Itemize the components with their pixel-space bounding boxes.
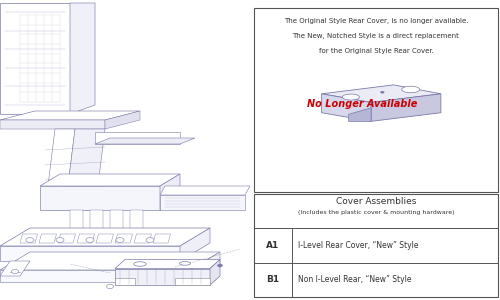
Polygon shape <box>371 94 441 121</box>
Polygon shape <box>115 234 132 243</box>
Polygon shape <box>110 210 122 231</box>
Polygon shape <box>153 234 170 243</box>
Polygon shape <box>0 261 30 276</box>
Polygon shape <box>70 210 82 231</box>
Text: (Includes the plastic cover & mounting hardware): (Includes the plastic cover & mounting h… <box>298 210 454 215</box>
Polygon shape <box>105 111 140 129</box>
Polygon shape <box>40 186 160 210</box>
Polygon shape <box>0 120 105 129</box>
Circle shape <box>26 238 34 242</box>
Polygon shape <box>134 234 152 243</box>
Circle shape <box>12 269 18 274</box>
Text: B1: B1 <box>266 275 280 284</box>
Polygon shape <box>130 210 142 231</box>
Polygon shape <box>0 270 190 282</box>
Text: I-Level Rear Cover, “New” Style: I-Level Rear Cover, “New” Style <box>298 241 418 250</box>
Circle shape <box>56 238 64 242</box>
Polygon shape <box>190 252 220 282</box>
Polygon shape <box>0 3 70 114</box>
Polygon shape <box>115 268 210 285</box>
Ellipse shape <box>402 86 419 93</box>
Polygon shape <box>0 246 180 261</box>
Polygon shape <box>175 278 210 285</box>
Polygon shape <box>90 210 102 231</box>
Polygon shape <box>95 138 195 144</box>
Polygon shape <box>70 3 95 114</box>
Ellipse shape <box>342 94 359 100</box>
Polygon shape <box>348 108 371 121</box>
Polygon shape <box>65 129 105 210</box>
Polygon shape <box>95 132 180 144</box>
Polygon shape <box>0 111 140 120</box>
Polygon shape <box>45 129 75 210</box>
Circle shape <box>86 238 94 242</box>
Text: Non I-Level Rear, “New” Style: Non I-Level Rear, “New” Style <box>298 275 411 284</box>
Text: Cover Assemblies: Cover Assemblies <box>336 197 416 206</box>
Polygon shape <box>20 234 38 243</box>
Text: The Original Style Rear Cover, is no longer available.: The Original Style Rear Cover, is no lon… <box>284 18 468 24</box>
Polygon shape <box>115 278 135 285</box>
Ellipse shape <box>180 262 190 265</box>
Polygon shape <box>160 195 245 210</box>
Circle shape <box>146 238 154 242</box>
Polygon shape <box>160 174 180 210</box>
Bar <box>254 194 498 297</box>
Text: The New, Notched Style is a direct replacement: The New, Notched Style is a direct repla… <box>292 33 460 39</box>
Circle shape <box>106 284 114 289</box>
Polygon shape <box>322 94 371 121</box>
Polygon shape <box>322 85 441 103</box>
Polygon shape <box>77 234 94 243</box>
Circle shape <box>218 264 222 267</box>
Polygon shape <box>40 174 180 186</box>
Text: A1: A1 <box>266 241 280 250</box>
Polygon shape <box>160 186 250 195</box>
Bar <box>254 8 498 192</box>
Text: No Longer Available: No Longer Available <box>307 99 418 109</box>
Polygon shape <box>39 234 56 243</box>
Text: for the Original Style Rear Cover.: for the Original Style Rear Cover. <box>318 48 434 54</box>
Circle shape <box>116 238 124 242</box>
Polygon shape <box>0 228 210 246</box>
Circle shape <box>380 91 384 93</box>
Polygon shape <box>180 228 210 261</box>
Polygon shape <box>115 260 220 268</box>
Polygon shape <box>210 260 220 285</box>
Ellipse shape <box>134 262 146 266</box>
Polygon shape <box>58 234 76 243</box>
Polygon shape <box>96 234 114 243</box>
Polygon shape <box>0 252 220 270</box>
